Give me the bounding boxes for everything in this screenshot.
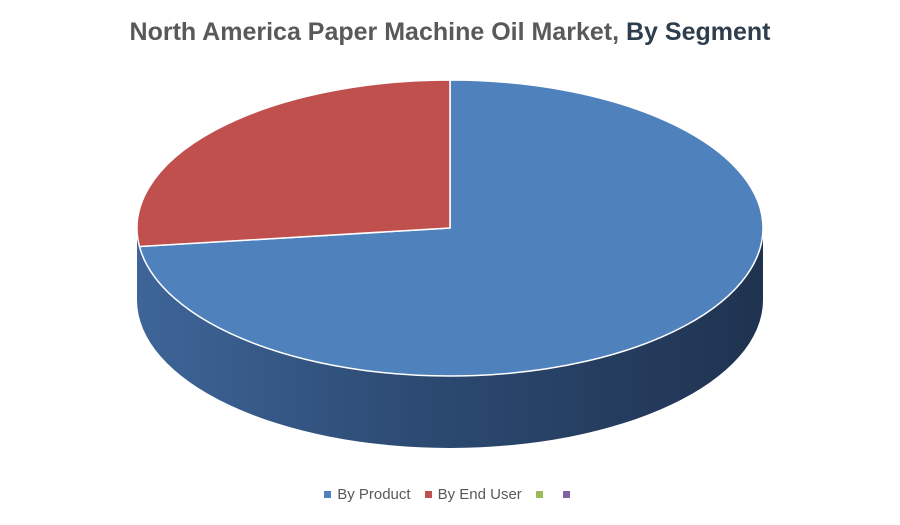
- legend-swatch: [535, 490, 543, 498]
- chart-title: North America Paper Machine Oil Market, …: [0, 18, 900, 47]
- legend-label: By End User: [437, 485, 522, 503]
- legend-item: [562, 484, 576, 504]
- legend-item: By Product: [324, 484, 411, 504]
- pie-side-wall: [137, 228, 763, 448]
- chart-title-sub: By Segment: [625, 18, 771, 46]
- pie-slice-by-end-user: [136, 79, 451, 248]
- legend-item: By End User: [424, 484, 522, 504]
- legend-swatch: [562, 490, 570, 498]
- chart-legend: By Product By End User: [0, 484, 900, 504]
- legend-item: [535, 484, 549, 504]
- chart-title-main: North America Paper Machine Oil Market,: [129, 18, 620, 46]
- pie-side-wall-shape: [137, 228, 763, 448]
- legend-swatch: [324, 490, 332, 498]
- pie-top-face: [136, 79, 764, 377]
- legend-swatch: [424, 490, 432, 498]
- pie-slice-by-product: [138, 79, 764, 377]
- legend-label: By Product: [337, 485, 411, 503]
